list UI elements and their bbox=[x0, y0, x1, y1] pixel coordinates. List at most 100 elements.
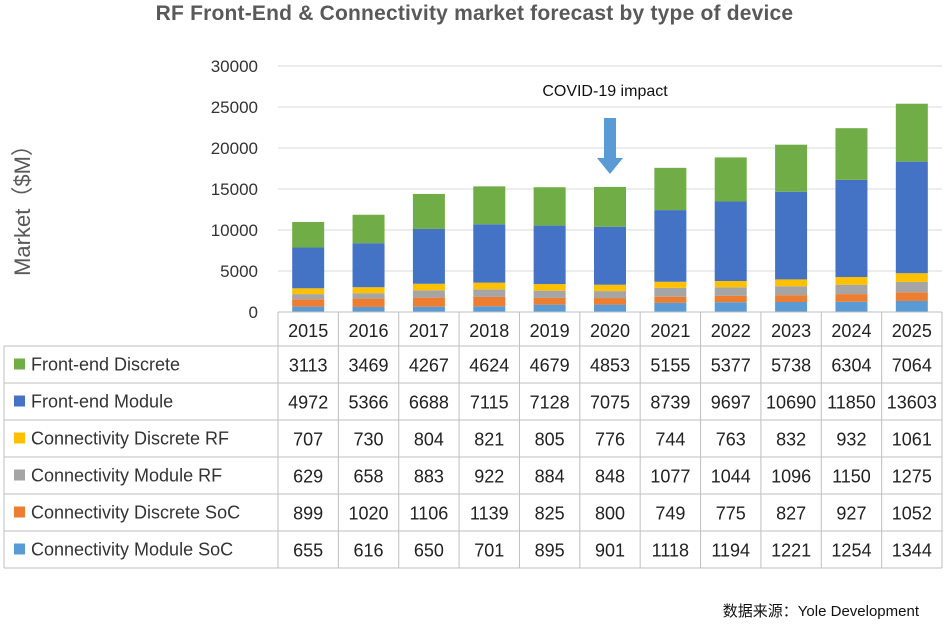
x-tick-label: 2023 bbox=[771, 321, 811, 341]
bar-segment bbox=[594, 304, 626, 312]
chart-title: RF Front-End & Connectivity market forec… bbox=[155, 2, 794, 25]
data-cell: 1096 bbox=[771, 467, 811, 487]
bar-segment bbox=[352, 293, 385, 299]
bar-segment bbox=[594, 291, 626, 299]
bar-segment bbox=[473, 282, 506, 290]
data-cell: 1118 bbox=[652, 541, 689, 561]
data-cell: 13603 bbox=[887, 393, 937, 413]
data-cell: 3469 bbox=[349, 356, 389, 376]
y-tick-label: 10000 bbox=[211, 221, 258, 240]
data-cell: 4972 bbox=[288, 393, 328, 413]
bar-segment bbox=[835, 284, 868, 295]
bar-segment bbox=[594, 186, 626, 227]
bar-segment bbox=[412, 283, 445, 291]
data-cell: 1077 bbox=[650, 467, 690, 487]
y-tick-label: 0 bbox=[249, 303, 258, 322]
bar-segment bbox=[352, 306, 385, 312]
data-cell: 744 bbox=[655, 430, 685, 450]
data-cell: 1106 bbox=[410, 504, 449, 524]
data-cell: 821 bbox=[474, 430, 504, 450]
annotation-text: COVID-19 impact bbox=[542, 83, 668, 100]
legend-label: Connectivity Discrete RF bbox=[31, 429, 229, 449]
legend-swatch bbox=[14, 543, 25, 555]
bar-segment bbox=[473, 186, 506, 225]
data-cell: 922 bbox=[474, 467, 504, 487]
bar-segment bbox=[654, 302, 687, 312]
bar-segment bbox=[654, 167, 687, 211]
data-cell: 10690 bbox=[766, 393, 816, 413]
bar-segment bbox=[533, 187, 566, 226]
bar-segment bbox=[412, 297, 445, 307]
bar-segment bbox=[594, 298, 626, 305]
x-tick-label: 2022 bbox=[711, 321, 751, 341]
data-cell: 4624 bbox=[469, 356, 509, 376]
data-cell: 804 bbox=[414, 430, 444, 450]
legend-swatch bbox=[14, 469, 25, 481]
bar-segment bbox=[775, 286, 808, 296]
data-cell: 775 bbox=[716, 504, 746, 524]
bar-segment bbox=[654, 296, 687, 303]
data-cell: 4679 bbox=[530, 356, 570, 376]
data-cell: 883 bbox=[414, 467, 444, 487]
data-cell: 5377 bbox=[711, 356, 751, 376]
data-cell: 6688 bbox=[409, 393, 449, 413]
data-cell: 655 bbox=[293, 541, 323, 561]
legend-swatch bbox=[14, 506, 25, 518]
bar-segment bbox=[352, 298, 385, 307]
x-tick-label: 2019 bbox=[530, 321, 570, 341]
data-cell: 8739 bbox=[650, 393, 690, 413]
y-tick-label: 15000 bbox=[211, 180, 258, 199]
data-cell: 5738 bbox=[771, 356, 811, 376]
x-tick-label: 2017 bbox=[409, 321, 449, 341]
data-cell: 1150 bbox=[832, 467, 871, 487]
bar-segment bbox=[895, 161, 928, 274]
bar-segment bbox=[473, 296, 506, 307]
data-cell: 6304 bbox=[831, 356, 871, 376]
data-cell: 832 bbox=[776, 430, 806, 450]
bar-segment bbox=[352, 287, 385, 294]
data-cell: 7128 bbox=[530, 393, 570, 413]
bar-segment bbox=[533, 284, 566, 291]
bar-segment bbox=[473, 306, 506, 312]
data-cell: 1020 bbox=[349, 504, 389, 524]
bar-segment bbox=[895, 281, 928, 293]
data-cell: 4267 bbox=[409, 356, 449, 376]
bar-segment bbox=[714, 302, 747, 312]
bar-segment bbox=[292, 222, 325, 248]
bar-segment bbox=[714, 287, 747, 296]
bar-segment bbox=[835, 294, 868, 302]
data-cell: 616 bbox=[354, 541, 384, 561]
legend-label: Front-end Module bbox=[31, 392, 173, 412]
bar-segment bbox=[412, 290, 445, 298]
data-cell: 901 bbox=[595, 541, 625, 561]
y-tick-label: 20000 bbox=[211, 139, 258, 158]
data-cell: 763 bbox=[716, 430, 746, 450]
bar-segment bbox=[352, 243, 385, 288]
bar-segment bbox=[714, 281, 747, 288]
bar-segment bbox=[473, 289, 506, 297]
y-tick-label: 30000 bbox=[211, 57, 258, 76]
bar-segment bbox=[775, 144, 808, 192]
data-cell: 805 bbox=[535, 430, 565, 450]
data-cell: 11850 bbox=[827, 393, 876, 413]
x-tick-label: 2018 bbox=[469, 321, 509, 341]
bar-segment bbox=[835, 277, 868, 285]
bar-segment bbox=[292, 288, 325, 295]
source-note: 数据来源：Yole Development bbox=[722, 603, 919, 620]
bar-segment bbox=[714, 157, 747, 202]
legend-swatch bbox=[14, 358, 25, 370]
y-tick-label: 5000 bbox=[220, 262, 258, 281]
bar-segment bbox=[533, 225, 566, 285]
bar-segment bbox=[835, 128, 868, 180]
data-cell: 895 bbox=[535, 541, 565, 561]
bar-segment bbox=[533, 290, 566, 298]
x-tick-label: 2021 bbox=[650, 321, 690, 341]
x-tick-label: 2015 bbox=[288, 321, 328, 341]
bar-segment bbox=[714, 295, 747, 303]
bar-segment bbox=[533, 297, 566, 305]
legend-label: Connectivity Discrete SoC bbox=[31, 503, 240, 523]
bar-segment bbox=[594, 226, 626, 285]
bar-segment bbox=[714, 201, 747, 282]
bar-segment bbox=[835, 301, 868, 312]
bar-segment bbox=[654, 210, 687, 282]
